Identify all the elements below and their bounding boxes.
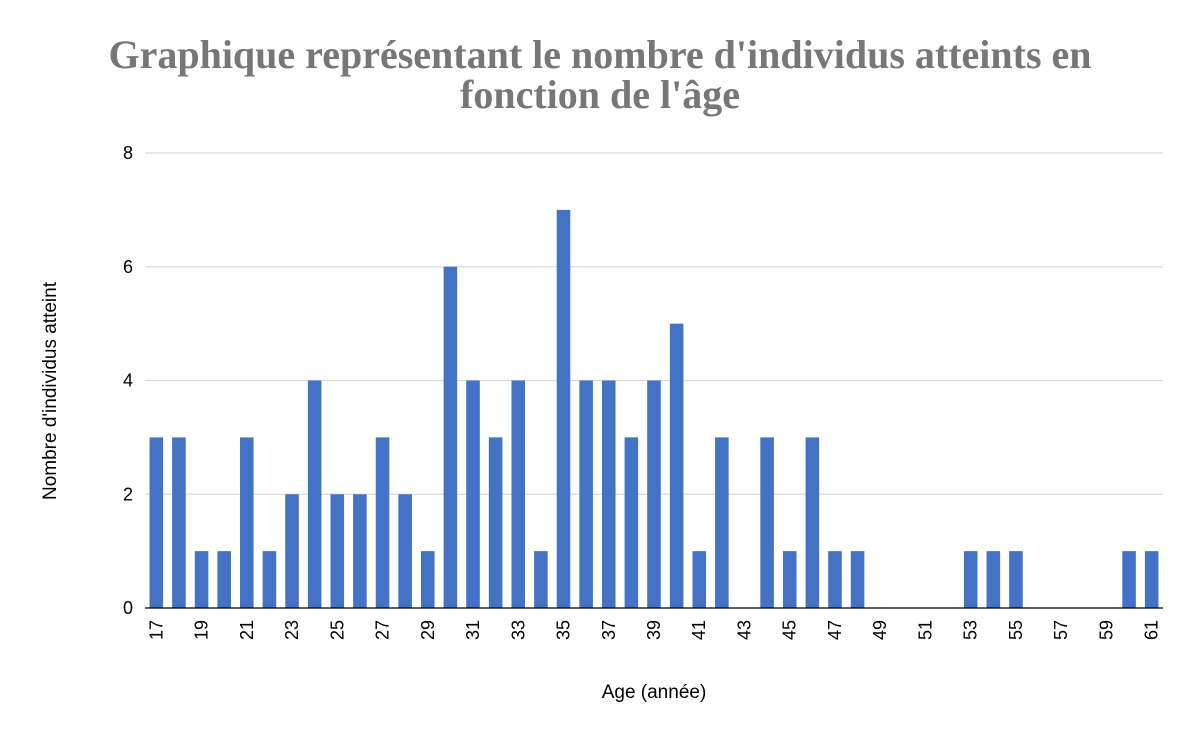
bar-age-54 [986, 551, 1001, 609]
y-axis-ticks: 0 2 4 6 8 [123, 143, 133, 618]
y-tick-label: 6 [123, 257, 133, 277]
bar-age-35 [556, 209, 571, 609]
bar-age-40 [669, 323, 684, 609]
bar-age-30 [443, 266, 458, 608]
x-tick-label: 21 [237, 620, 257, 640]
bar-age-24 [307, 380, 322, 608]
x-tick-label: 53 [961, 620, 981, 640]
bar-age-20 [217, 551, 231, 609]
x-tick-label: 27 [373, 620, 393, 640]
x-tick-label: 43 [734, 620, 754, 640]
x-tick-label: 17 [146, 620, 166, 640]
bar-age-61 [1144, 551, 1159, 609]
x-tick-label: 19 [192, 620, 212, 640]
bar-age-47 [828, 551, 842, 609]
bar-age-17 [149, 437, 164, 609]
bar-age-29 [420, 551, 435, 609]
x-tick-label: 35 [554, 620, 574, 640]
y-axis-title: Nombre d'individus atteint [40, 281, 61, 500]
bar-age-46 [805, 437, 820, 609]
bar-age-33 [511, 380, 526, 608]
bar-age-22 [262, 551, 277, 609]
bar-age-18 [172, 437, 186, 609]
bar-age-28 [398, 494, 412, 608]
x-tick-label: 47 [825, 620, 845, 640]
x-tick-label: 39 [644, 620, 664, 640]
y-tick-label: 4 [123, 371, 133, 391]
bar-age-34 [534, 551, 548, 609]
bar-age-25 [330, 494, 345, 608]
x-tick-label: 37 [599, 620, 619, 640]
x-tick-label: 55 [1006, 620, 1026, 640]
x-tick-label: 41 [689, 620, 709, 640]
x-tick-label: 61 [1142, 620, 1162, 640]
x-tick-label: 33 [508, 620, 528, 640]
x-tick-label: 51 [915, 620, 935, 640]
bar-age-45 [782, 551, 797, 609]
bar-age-37 [601, 380, 616, 608]
bars [149, 209, 1159, 609]
bar-age-48 [850, 551, 865, 609]
bar-age-21 [240, 437, 254, 609]
bar-age-19 [194, 551, 209, 609]
y-tick-label: 0 [123, 598, 133, 618]
y-tick-label: 2 [123, 484, 133, 504]
bar-age-53 [963, 551, 978, 609]
bar-age-32 [488, 437, 503, 609]
x-tick-label: 29 [418, 620, 438, 640]
x-tick-label: 49 [870, 620, 890, 640]
x-axis-ticks: 17 19 21 23 25 27 29 31 33 35 37 39 41 43 45 47 49 51 53 55… [146, 620, 1161, 640]
bar-age-38 [624, 437, 639, 609]
bar-age-27 [375, 437, 390, 609]
bar-age-60 [1122, 551, 1136, 609]
x-tick-label: 59 [1096, 620, 1116, 640]
bar-age-55 [1009, 551, 1023, 609]
bar-age-31 [466, 380, 480, 608]
x-tick-label: 25 [327, 620, 347, 640]
bar-age-39 [647, 380, 661, 608]
bar-age-41 [692, 551, 707, 609]
y-tick-label: 8 [123, 143, 133, 163]
x-tick-label: 57 [1051, 620, 1071, 640]
chart-title-line-1: Graphique représentant le nombre d'indiv… [108, 32, 1091, 77]
x-tick-label: 45 [780, 620, 800, 640]
bar-age-44 [760, 437, 774, 609]
bar-age-23 [285, 494, 299, 608]
chart-title-line-2: fonction de l'âge [460, 72, 740, 117]
bar-age-36 [579, 380, 593, 608]
x-tick-label: 23 [282, 620, 302, 640]
bar-age-26 [353, 494, 367, 608]
bar-age-42 [715, 437, 729, 609]
x-tick-label: 31 [463, 620, 483, 640]
x-axis-title: Age (année) [602, 682, 707, 703]
